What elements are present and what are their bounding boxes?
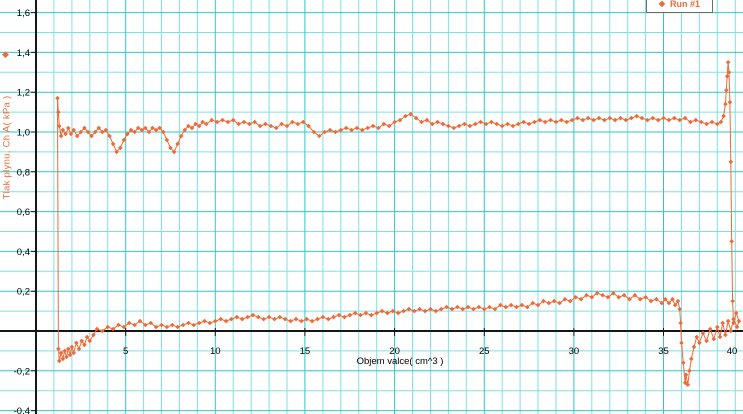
y-tick-label: 1,4 bbox=[17, 48, 30, 59]
y-tick-label: 1,0 bbox=[17, 128, 30, 139]
axis-tick-labels: 5 10 15 20 25 30 35 40 1,6 1,4 1,2 1,0 0,8 0,6 0,4 0,2 -… bbox=[14, 8, 738, 414]
series-line bbox=[57, 62, 740, 385]
x-axis-title[interactable]: Objem valce( cm^3 ) bbox=[356, 356, 444, 367]
x-tick-label: 30 bbox=[569, 346, 580, 357]
series-diamond-markers bbox=[55, 60, 742, 387]
y-tick-label: -0,2 bbox=[14, 366, 30, 377]
x-tick-label: 35 bbox=[658, 346, 669, 357]
x-tick-label: 10 bbox=[210, 346, 221, 357]
x-tick-label: 40 bbox=[727, 346, 738, 357]
legend-box[interactable]: ◆ Run #1 bbox=[645, 0, 713, 13]
y-tick-label: 0,4 bbox=[17, 247, 30, 258]
x-tick-label: 15 bbox=[300, 346, 311, 357]
x-tick-label: 5 bbox=[123, 346, 128, 357]
y-tick-label: 0,2 bbox=[17, 287, 30, 298]
x-tick-label: 20 bbox=[389, 346, 400, 357]
y-tick-label: -0,4 bbox=[14, 406, 30, 414]
legend-run-label: Run #1 bbox=[669, 0, 700, 9]
y-tick-label: 1,2 bbox=[17, 88, 30, 99]
y-tick-label: 1,6 bbox=[17, 8, 30, 19]
y-tick-label: 0,6 bbox=[17, 207, 30, 218]
y-axis-title[interactable]: Tlak plynu, Ch A( kPa ) bbox=[1, 95, 13, 200]
data-series-run1[interactable] bbox=[55, 60, 742, 387]
y-tick-label: 0,8 bbox=[17, 167, 30, 178]
series-marker-icon: ◆ bbox=[2, 49, 9, 59]
x-tick-label: 25 bbox=[479, 346, 490, 357]
legend-marker-icon: ◆ bbox=[658, 0, 665, 8]
